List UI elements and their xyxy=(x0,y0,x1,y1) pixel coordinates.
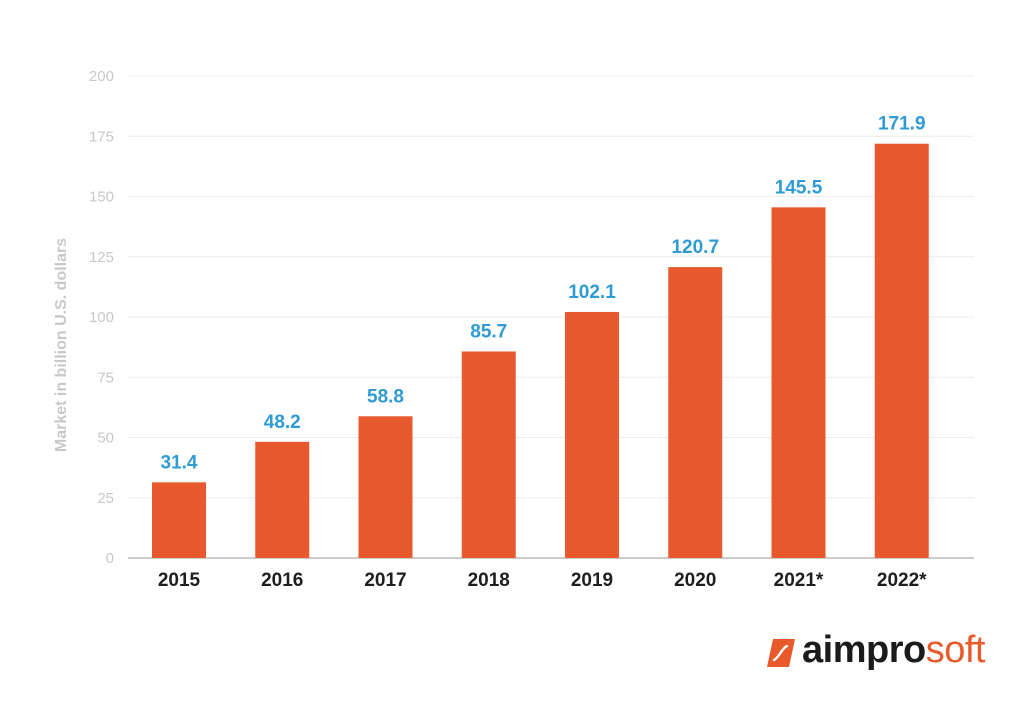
bars xyxy=(152,143,929,558)
y-tick-label: 50 xyxy=(97,430,114,447)
y-tick-label: 0 xyxy=(106,550,114,567)
y-tick-label: 175 xyxy=(89,128,114,145)
value-labels: 31.4 48.2 58.8 85.7 102.1 120.7 145.5 171.9 xyxy=(161,114,926,474)
x-tick-label: 2021* xyxy=(774,570,824,591)
y-tick-label: 100 xyxy=(89,309,114,326)
y-tick-label: 200 xyxy=(89,68,114,85)
logo-mark-icon xyxy=(767,639,795,667)
value-label: 48.2 xyxy=(264,412,301,433)
value-label: 58.8 xyxy=(367,386,404,407)
value-label: 171.9 xyxy=(878,114,926,135)
value-label: 31.4 xyxy=(161,452,198,473)
x-tick-label: 2020 xyxy=(674,570,716,591)
x-tick-label: 2019 xyxy=(571,570,613,591)
x-tick-label: 2018 xyxy=(468,570,510,591)
y-axis-ticks: 0 25 50 75 100 125 150 175 200 xyxy=(89,68,114,567)
bar-2022 xyxy=(874,143,929,558)
bar-2019 xyxy=(565,311,619,558)
value-label: 85.7 xyxy=(470,321,507,342)
x-axis-labels: 2015 2016 2017 2018 2019 2020 2021* 2022* xyxy=(158,570,927,591)
bar-2015 xyxy=(152,482,206,558)
x-tick-label: 2016 xyxy=(261,570,303,591)
logo-wordmark: aimprosoft xyxy=(802,628,985,672)
bar-2016 xyxy=(255,441,310,558)
logo-text-soft: soft xyxy=(925,629,986,671)
bar-2020 xyxy=(668,267,723,558)
bar-2018 xyxy=(461,351,516,558)
value-label: 120.7 xyxy=(671,237,719,258)
y-tick-label: 125 xyxy=(89,249,114,266)
logo-text-aimpro: aimpro xyxy=(802,629,926,671)
x-tick-label: 2017 xyxy=(364,570,406,591)
aimprosoft-logo: aimprosoft xyxy=(766,628,985,678)
x-tick-label: 2015 xyxy=(158,570,201,591)
y-tick-label: 75 xyxy=(97,369,114,386)
x-tick-label: 2022* xyxy=(877,570,927,591)
bar-2021 xyxy=(771,207,826,558)
grid-lines xyxy=(128,75,974,499)
value-label: 102.1 xyxy=(568,282,616,303)
bar-2017 xyxy=(358,416,413,558)
y-tick-label: 25 xyxy=(97,490,114,507)
y-tick-label: 150 xyxy=(89,189,114,206)
y-axis-title: Market in billion U.S. dollars xyxy=(53,238,70,452)
value-label: 145.5 xyxy=(775,177,823,198)
